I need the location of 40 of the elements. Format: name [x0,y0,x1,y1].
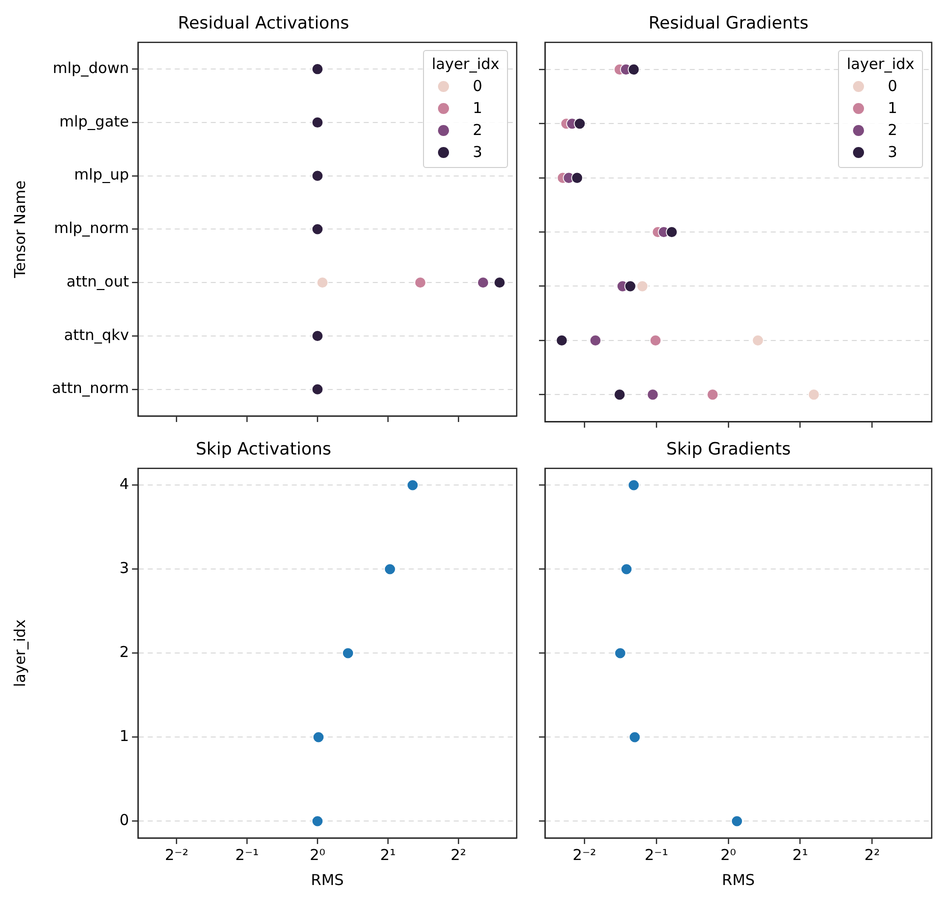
y-axis-title: layer_idx [10,619,29,688]
y-tick-label: 3 [119,559,129,578]
y-tick-label: attn_qkv [64,326,130,344]
x-tick-label: 2⁻¹ [235,846,259,864]
legend-label: 3 [472,143,482,162]
x-tick-label: 2⁰ [310,846,326,864]
chart-title: Skip Gradients [666,440,791,460]
x-tick-label: 2¹ [792,846,808,864]
y-tick-label: mlp_gate [59,112,129,130]
y-tick-label: attn_norm [52,379,129,398]
legend-title: layer_idx [846,55,914,74]
x-tick-label: 2⁻² [164,846,188,864]
legend-label: 3 [888,143,898,162]
x-tick-label: 2⁻¹ [644,846,668,864]
x-tick-label: 2⁰ [720,846,736,864]
legend-label: 1 [888,99,898,118]
y-tick-label: mlp_norm [54,219,129,238]
legend-label: 0 [888,77,898,96]
chart-title: Residual Activations [178,14,350,34]
y-tick-label: mlp_down [52,58,129,77]
x-axis-title: RMS [310,870,344,889]
legend-label: 2 [472,121,482,140]
y-tick-label: 4 [119,475,129,494]
legend-label: 2 [888,121,898,140]
x-axis-title: RMS [722,870,755,889]
legend-label: 0 [472,77,482,96]
y-tick-label: 1 [119,727,129,746]
y-tick-label: attn_out [66,272,130,290]
x-tick-label: 2² [864,846,880,864]
chart-title: Residual Gradients [648,14,809,34]
y-tick-label: 2 [119,643,129,662]
y-axis-title: Tensor Name [10,180,29,279]
x-tick-label: 2¹ [380,846,396,864]
x-tick-label: 2⁻² [572,846,596,864]
legend-title: layer_idx [432,55,500,74]
legend-label: 1 [472,99,482,118]
chart-title: Skip Activations [196,440,332,460]
x-tick-label: 2² [450,846,466,864]
y-tick-label: 0 [119,811,129,830]
y-tick-label: mlp_up [74,166,129,184]
